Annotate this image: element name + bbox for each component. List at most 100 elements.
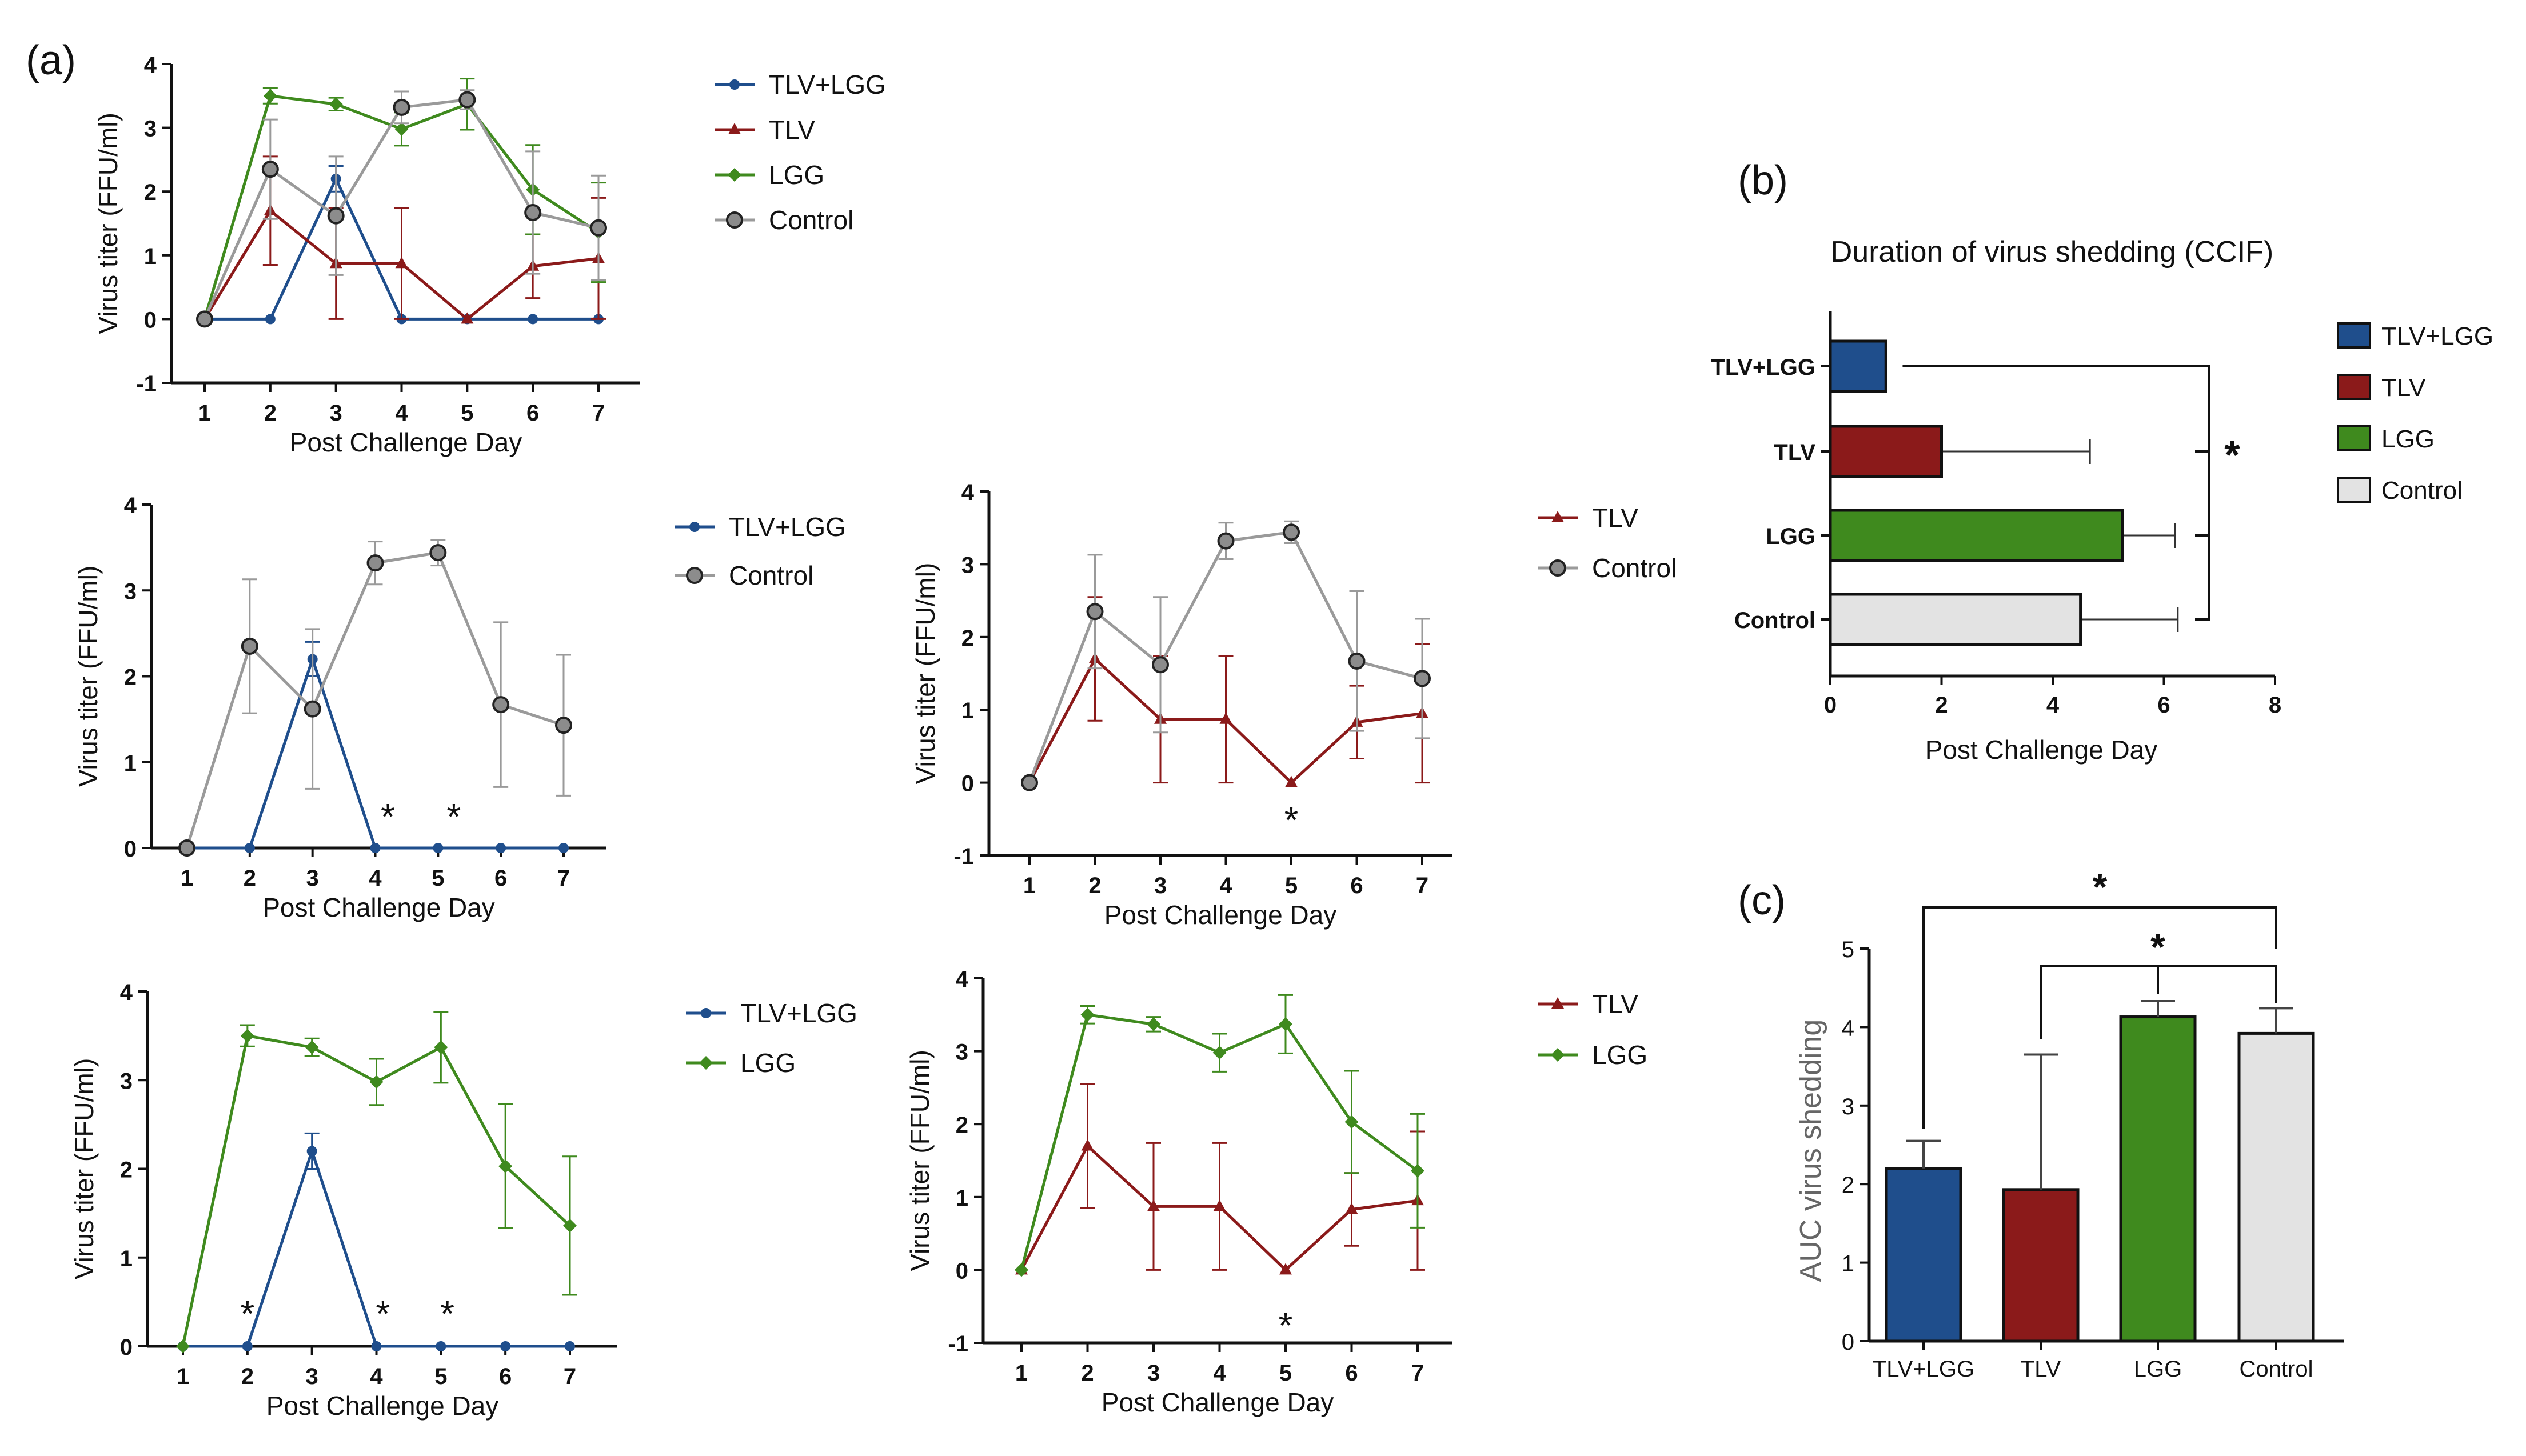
significance-bracket	[1922, 906, 2277, 1129]
significance-star: *	[446, 796, 461, 837]
y-tick-label: 2	[1842, 1173, 1854, 1198]
marker-control	[241, 637, 258, 655]
marker-lgg	[1344, 1115, 1359, 1129]
chart-title: Duration of virus shedding (CCIF)	[1831, 235, 2274, 269]
legend-label: TLV	[1592, 503, 1638, 533]
significance-star: *	[381, 796, 395, 837]
marker-control	[261, 161, 279, 178]
bar-tlv	[2002, 1188, 2080, 1343]
marker-tlv-lgg	[371, 1341, 382, 1351]
y-tick-label: 1	[144, 244, 157, 269]
marker-lgg	[563, 1218, 577, 1233]
legend-swatch	[2337, 374, 2371, 400]
marker-control	[1348, 652, 1366, 670]
legend-label: Control	[729, 561, 813, 590]
x-tick-label: 7	[564, 1364, 576, 1389]
legend-label: TLV	[769, 115, 815, 145]
marker-tlv-lgg	[370, 843, 381, 853]
chart-c: 0 1 2 3 4 5 AUC virus shedding TLV+LGG TLV LGG Con…	[1794, 866, 2344, 1382]
marker-control	[1217, 532, 1235, 550]
y-tick-label: 5	[1842, 937, 1854, 962]
y-tick-label: 1	[956, 1186, 968, 1211]
marker-control	[524, 204, 542, 222]
x-tick-label: 2	[241, 1364, 254, 1389]
significance-star: *	[1279, 1305, 1293, 1346]
panel-label-b: (b)	[1738, 158, 1788, 203]
y-tick-label: 0	[956, 1258, 968, 1283]
y-tick-label: 3	[961, 553, 974, 578]
y-tick-label: 4	[961, 480, 975, 505]
y-tick-label: TLV	[1774, 440, 1815, 465]
x-axis-label: Post Challenge Day	[1925, 735, 2158, 765]
marker-control	[686, 567, 703, 584]
y-tick-label: 0	[144, 307, 157, 333]
x-tick-label: Control	[2240, 1357, 2313, 1382]
marker-control	[458, 91, 476, 109]
y-tick-label: 4	[144, 53, 157, 78]
y-tick-label: 3	[956, 1040, 968, 1065]
x-tick-label: 5	[432, 866, 444, 891]
legend-label: LGG	[740, 1048, 796, 1078]
x-tick-label: 6	[1345, 1361, 1358, 1386]
y-tick-label: 4	[1842, 1015, 1854, 1041]
legend-label: LGG	[2381, 425, 2435, 453]
marker-tlv-lgg	[500, 1341, 511, 1351]
x-tick-label: TLV+LGG	[1873, 1357, 1974, 1382]
marker-lgg	[1411, 1163, 1424, 1178]
significance-star: *	[1284, 799, 1299, 841]
legend-label: Control	[2381, 477, 2463, 505]
marker-tlv	[1219, 712, 1232, 724]
y-tick-label: 3	[1842, 1094, 1854, 1119]
x-tick-label: 7	[557, 866, 570, 891]
x-tick-label: 6	[2157, 693, 2170, 718]
x-tick-label: 3	[1147, 1361, 1160, 1386]
y-tick-label: 2	[120, 1158, 133, 1183]
x-axis-label: Post Challenge Day	[1104, 900, 1337, 930]
marker-lgg	[1551, 1048, 1565, 1062]
y-tick-label: 0	[961, 771, 974, 797]
y-axis-label: Virus titer (FFU/ml)	[905, 1050, 935, 1271]
marker-tlv-lgg	[689, 522, 700, 532]
y-tick-label: 2	[956, 1113, 968, 1138]
marker-lgg	[728, 168, 741, 182]
marker-tlv	[461, 312, 474, 324]
marker-tlv	[1147, 1199, 1160, 1211]
x-tick-label: 5	[434, 1364, 447, 1389]
significance-bracket	[1902, 365, 2210, 621]
x-tick-label: 0	[1824, 693, 1837, 718]
marker-control	[726, 211, 743, 229]
marker-lgg	[240, 1029, 254, 1043]
legend-label: TLV	[2381, 374, 2426, 402]
x-tick-label: 6	[499, 1364, 512, 1389]
legend-label: Control	[1592, 553, 1677, 583]
panel-label-a: (a)	[26, 38, 76, 83]
marker-control	[590, 219, 607, 237]
legend-swatch	[2337, 477, 2371, 503]
marker-lgg	[305, 1040, 319, 1054]
x-tick-label: 4	[369, 866, 382, 891]
marker-tlv-lgg	[433, 843, 444, 853]
marker-lgg	[369, 1075, 384, 1089]
x-tick-label: 4	[395, 401, 408, 426]
marker-tlv	[1081, 1139, 1094, 1151]
marker-tlv-lgg	[558, 843, 569, 853]
marker-control	[1283, 523, 1300, 541]
x-tick-label: 2	[264, 401, 277, 426]
x-tick-label: 3	[1154, 873, 1167, 898]
marker-tlv	[728, 123, 741, 134]
legend-label: TLV	[1592, 989, 1638, 1019]
marker-control	[393, 98, 410, 116]
marker-lgg	[699, 1056, 713, 1070]
bar-control	[2237, 1031, 2315, 1343]
marker-tlv-lgg	[701, 1008, 711, 1018]
marker-lgg	[176, 1339, 190, 1353]
chart-a2: 0 1 2 3 4 1 2 3 4 5 6 7 Post Challenge Day Virus tite…	[73, 493, 846, 922]
marker-control	[429, 544, 447, 562]
marker-control	[304, 700, 321, 718]
x-tick-label: 3	[330, 401, 342, 426]
bar-tlv-lgg	[1829, 339, 1887, 393]
y-tick-label: 3	[120, 1069, 133, 1094]
x-axis-label: Post Challenge Day	[262, 893, 495, 922]
bar-lgg	[2119, 1015, 2197, 1343]
